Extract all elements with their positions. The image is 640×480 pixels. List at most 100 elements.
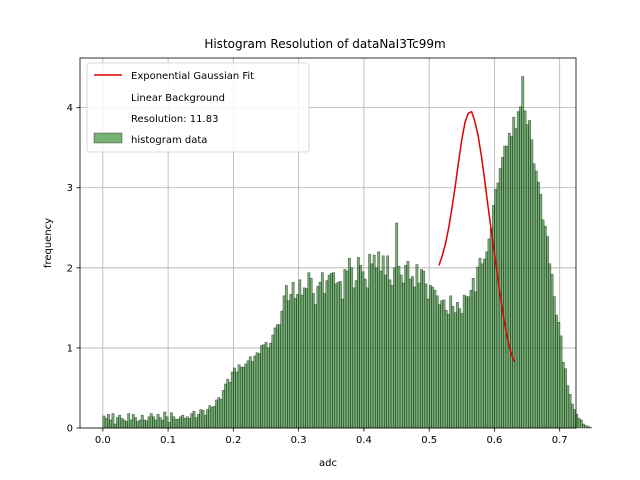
histogram-bar xyxy=(251,362,253,428)
chart-title: Histogram Resolution of dataNaI3Tc99m xyxy=(204,37,445,51)
histogram-bar xyxy=(105,418,107,428)
histogram-bar xyxy=(567,386,569,428)
y-axis-label: frequency xyxy=(43,218,54,268)
histogram-bar xyxy=(238,365,240,428)
histogram-bar xyxy=(128,414,130,428)
histogram-bar xyxy=(501,157,503,428)
histogram-bar xyxy=(546,237,548,428)
histogram-bar xyxy=(443,300,445,428)
histogram-bar xyxy=(438,305,440,428)
histogram-bar xyxy=(351,268,353,428)
histogram-bar xyxy=(506,146,508,428)
histogram-bar xyxy=(164,412,166,428)
histogram-bar xyxy=(387,256,389,428)
histogram-bar xyxy=(269,343,271,428)
histogram-bar xyxy=(580,420,582,428)
histogram-bar xyxy=(346,271,348,428)
histogram-bar xyxy=(143,420,145,428)
histogram-bar xyxy=(326,281,328,428)
histogram-bar xyxy=(382,256,384,428)
histogram-bar xyxy=(391,285,393,428)
histogram-bar xyxy=(393,268,395,428)
histogram-bar xyxy=(427,299,429,428)
histogram-bar xyxy=(218,398,220,428)
histogram-bar xyxy=(490,229,492,428)
histogram-bar xyxy=(360,265,362,428)
histogram-bar xyxy=(166,417,168,428)
histogram-bar xyxy=(589,427,591,428)
histogram-bar xyxy=(571,404,573,428)
histogram-bar xyxy=(272,335,274,428)
histogram-bar xyxy=(558,322,560,428)
histogram-bar xyxy=(330,273,332,428)
histogram-bar xyxy=(134,418,136,428)
histogram-bar xyxy=(224,384,226,428)
histogram-bar xyxy=(305,289,307,428)
histogram-bar xyxy=(335,284,337,428)
histogram-bar xyxy=(375,268,377,428)
histogram-bar xyxy=(328,275,330,428)
histogram-bar xyxy=(285,285,287,428)
histogram-bar xyxy=(292,282,294,428)
x-tick-label: 0.3 xyxy=(291,435,307,446)
histogram-bar xyxy=(445,310,447,428)
histogram-bar xyxy=(456,302,458,428)
histogram-bar xyxy=(542,220,544,428)
histogram-bar xyxy=(290,294,292,428)
histogram-bar xyxy=(337,282,339,428)
histogram-bar xyxy=(434,290,436,428)
histogram-bar xyxy=(461,313,463,428)
y-tick-label: 2 xyxy=(67,263,73,274)
histogram-bar xyxy=(510,136,512,428)
histogram-bar xyxy=(229,382,231,428)
histogram-bar xyxy=(504,146,506,428)
histogram-bar xyxy=(173,417,175,428)
histogram-bar xyxy=(524,111,526,428)
histogram-bar xyxy=(249,357,251,428)
histogram-bar xyxy=(585,426,587,428)
histogram-bar xyxy=(533,164,535,428)
x-tick-label: 0.7 xyxy=(552,435,568,446)
histogram-bar xyxy=(220,399,222,428)
histogram-bar xyxy=(308,273,310,428)
histogram-bar xyxy=(540,194,542,428)
histogram-bar xyxy=(578,418,580,428)
legend-label-background: Linear Background xyxy=(131,93,225,104)
histogram-bar xyxy=(206,410,208,428)
histogram-bar xyxy=(123,420,125,428)
histogram-bar xyxy=(549,264,551,428)
histogram-bar xyxy=(357,257,359,428)
histogram-bar xyxy=(366,288,368,428)
legend: Exponential Gaussian Fit Linear Backgrou… xyxy=(87,63,309,152)
histogram-bar xyxy=(526,124,528,428)
histogram-bar xyxy=(265,342,267,428)
histogram-bar xyxy=(245,364,247,428)
histogram-bar xyxy=(119,415,121,428)
histogram-bar xyxy=(389,280,391,428)
histogram-bar xyxy=(452,306,454,428)
legend-label-histogram: histogram data xyxy=(131,135,207,146)
histogram-bar xyxy=(296,294,298,428)
histogram-bar xyxy=(116,418,118,428)
histogram-bar xyxy=(474,292,476,428)
histogram-bar xyxy=(436,296,438,428)
histogram-bar xyxy=(429,285,431,428)
histogram-bar xyxy=(459,309,461,428)
histogram-bar xyxy=(157,414,159,428)
histogram-bar xyxy=(263,345,265,428)
histogram-bar xyxy=(450,296,452,428)
histogram-bar xyxy=(256,353,258,428)
histogram-bar xyxy=(195,418,197,428)
histogram-bar xyxy=(179,417,181,428)
histogram-bar xyxy=(242,367,244,428)
histogram-bar xyxy=(281,311,283,428)
histogram-bar xyxy=(420,269,422,428)
legend-histogram-swatch xyxy=(94,133,122,143)
histogram-bar xyxy=(139,420,141,428)
histogram-bar xyxy=(209,406,211,428)
histogram-bar xyxy=(396,223,398,428)
x-tick-label: 0.2 xyxy=(225,435,241,446)
histogram-bar xyxy=(519,107,521,428)
x-tick-label: 0.5 xyxy=(421,435,437,446)
histogram-bar xyxy=(161,420,163,428)
